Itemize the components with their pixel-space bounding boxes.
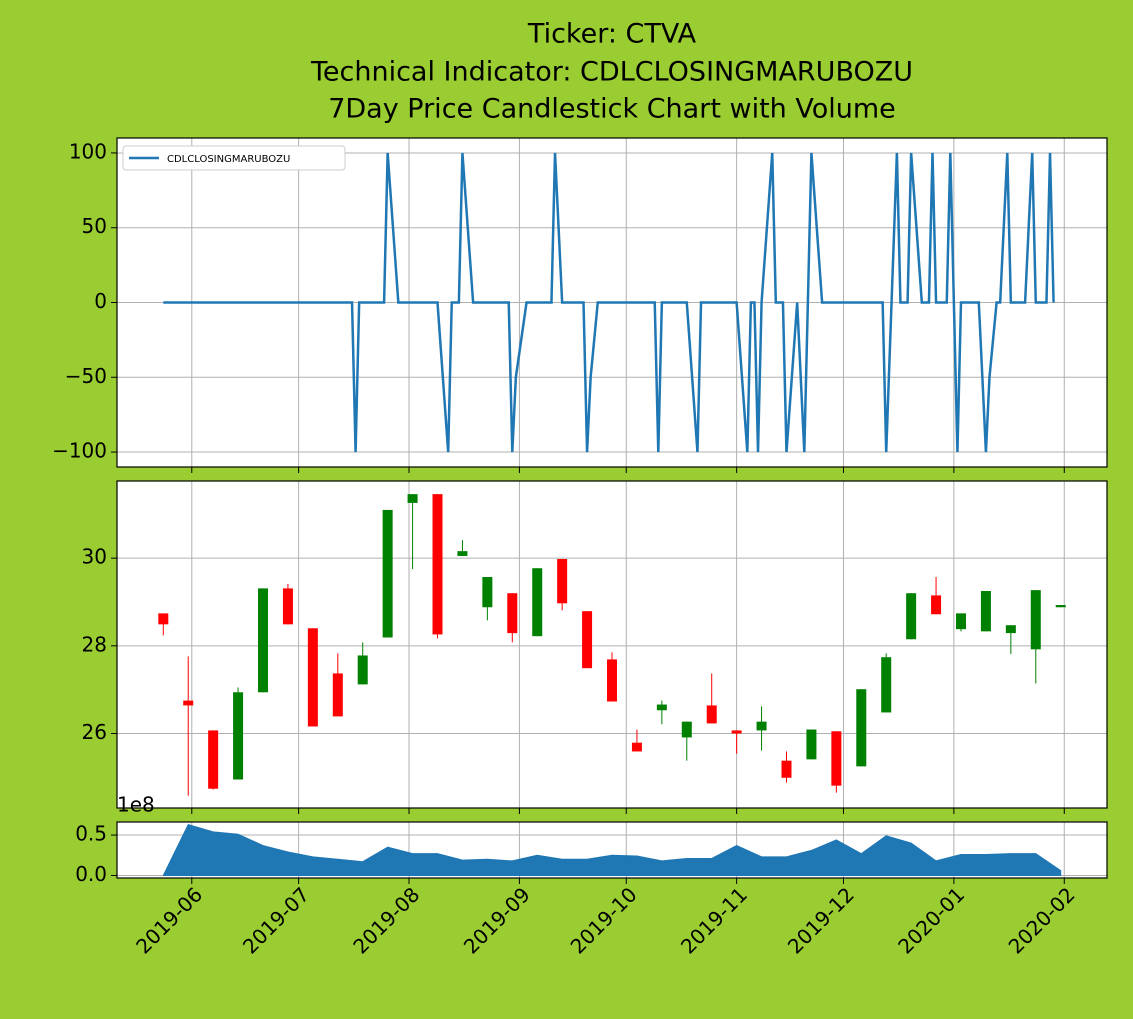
- x-tick-label: 2019-10: [566, 882, 642, 958]
- title-line: 7Day Price Candlestick Chart with Volume: [328, 94, 896, 125]
- candle-body: [332, 673, 343, 717]
- y-tick-label: 28: [82, 632, 107, 656]
- x-tick-label: 2019-08: [348, 882, 424, 958]
- candle-body: [607, 659, 617, 702]
- candle-body: [1055, 605, 1066, 608]
- axis-offset-label: 1e8: [117, 793, 155, 817]
- candle-body: [806, 729, 817, 760]
- candle-body: [906, 593, 917, 640]
- plot-area: [162, 823, 1062, 876]
- plot-frame: [116, 480, 1108, 809]
- candle-body: [183, 700, 194, 706]
- y-tick-label: 0: [94, 289, 107, 313]
- candle-body: [1005, 625, 1016, 634]
- y-tick-label: −50: [65, 364, 107, 388]
- candle-body: [507, 593, 518, 634]
- legend-box: [122, 145, 346, 171]
- candle-body: [831, 731, 842, 786]
- candle-body: [582, 611, 593, 669]
- candle-body: [1030, 590, 1041, 650]
- candle-body: [482, 576, 493, 608]
- candle-body: [282, 588, 293, 625]
- y-tick-label: 100: [69, 139, 107, 163]
- y-tick-label: 0.0: [75, 862, 107, 886]
- x-tick-label: 2020-02: [1004, 882, 1080, 958]
- x-tick-label: 2019-12: [783, 882, 859, 958]
- legend-label: CDLCLOSINGMARUBOZU: [167, 154, 290, 165]
- candle-body: [756, 721, 767, 731]
- candle-body: [881, 657, 892, 713]
- candle-body: [781, 760, 792, 778]
- candle-body: [307, 628, 318, 727]
- candle-body: [158, 613, 169, 625]
- candle-body: [656, 704, 667, 711]
- candle-body: [955, 613, 966, 630]
- candle-body: [532, 568, 543, 637]
- plot-frame: [116, 821, 1108, 879]
- plot-area: [163, 152, 1055, 453]
- candle-body: [208, 730, 219, 789]
- plot-area: [158, 494, 1066, 796]
- indicator-line: [163, 152, 1055, 453]
- title-line: Ticker: CTVA: [527, 19, 697, 50]
- title-line: Technical Indicator: CDLCLOSINGMARUBOZU: [310, 57, 913, 88]
- candle-body: [258, 588, 269, 693]
- candle-body: [731, 730, 742, 734]
- x-tick-label: 2019-11: [676, 882, 752, 958]
- y-tick-label: 0.5: [75, 822, 107, 846]
- x-tick-label: 2019-06: [131, 882, 207, 958]
- candle-body: [432, 494, 443, 635]
- x-tick-label: 2020-01: [893, 882, 969, 958]
- candle-body: [407, 494, 418, 503]
- candle-body: [980, 591, 991, 632]
- candle-body: [233, 692, 244, 780]
- y-tick-label: 30: [82, 545, 107, 569]
- x-tick-label: 2019-09: [459, 882, 535, 958]
- plot-background: [117, 481, 1107, 808]
- y-tick-label: −100: [52, 439, 107, 463]
- candle-body: [706, 705, 717, 724]
- candle-body: [856, 689, 867, 767]
- candle-body: [681, 721, 692, 738]
- candle-body: [631, 742, 642, 752]
- x-tick-label: 2019-07: [238, 882, 314, 958]
- plot-frame: [116, 137, 1108, 468]
- candle-body: [557, 559, 568, 604]
- candle-body: [457, 551, 468, 556]
- y-tick-label: 50: [82, 214, 107, 238]
- candle-body: [931, 595, 942, 615]
- candle-body: [382, 509, 393, 638]
- y-tick-label: 26: [82, 720, 107, 744]
- candle-body: [357, 655, 368, 685]
- volume-area: [162, 823, 1062, 876]
